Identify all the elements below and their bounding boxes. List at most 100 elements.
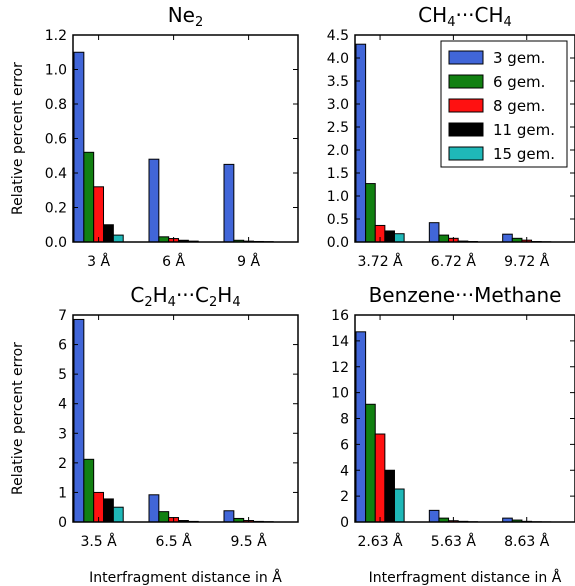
title-part: Benzene···Methane [369,283,562,307]
bar-6gem-1 [365,183,376,243]
bar-6gem-1 [83,151,95,243]
x-axis-label: Interfragment distance in Å [369,569,562,586]
x-tick-label: 9 Å [237,253,260,270]
bar-3gem-1 [355,331,367,523]
y-tick-label: 0.0 [45,235,67,251]
bar-15gem-1 [393,488,405,523]
y-tick-label: 0.6 [45,132,67,148]
y-tick-label: 7 [58,308,67,324]
bar-11gem-1 [384,230,395,243]
bar-6gem-1 [365,403,376,523]
title-part: CH [418,3,447,27]
legend-label: 11 gem. [493,121,555,139]
bar-6gem-1 [83,458,95,523]
legend-swatch [448,122,484,137]
legend-label: 6 gem. [493,73,545,91]
chart-panel-1: 0.0 0.2 0.4 0.6 0.8 1.0 1.2 3 Å 6 Å 9 Å Ne2 Relativ… [10,3,299,270]
x-tick-label: 3.5 Å [80,533,117,550]
x-tick-label: 5.63 Å [431,533,477,550]
y-tick-label: 5 [58,367,67,383]
legend-label: 15 gem. [493,145,555,163]
bar-3gem-2 [428,509,440,523]
chart-panel-4: 0 2 4 6 8 10 12 14 16 2.63 Å 5.63 Å 8.63 Å Benzene··… [331,283,575,586]
bar-15gem-1 [112,506,124,523]
y-tick-label: 2 [58,456,67,472]
legend-swatch [448,98,484,113]
bar-11gem-1 [384,469,395,523]
y-tick-label: 0.2 [45,201,67,217]
y-tick-label: 3.5 [327,74,349,90]
x-tick-label: 8.63 Å [504,533,550,550]
y-tick-label: 4.5 [327,28,349,44]
bar-3gem-1 [73,318,85,523]
x-tick-label: 9.72 Å [504,253,550,270]
y-tick-label: 14 [331,334,349,350]
y-tick-label: 0.0 [327,235,349,251]
y-tick-label: 0.4 [45,166,67,182]
title-subscript: 4 [168,295,176,310]
y-axis-label: Relative percent error [10,342,26,495]
bar-8gem-1 [93,186,105,243]
y-tick-label: 0.8 [45,97,67,113]
y-tick-label: 1.0 [45,63,67,79]
legend-swatch [448,50,484,65]
chart-title: Ne2 [168,3,204,30]
title-part: ···C [176,283,209,307]
bar-6gem-2 [158,236,170,243]
bar-3gem-1 [355,43,367,243]
legend-swatch [448,74,484,89]
bar-3gem-2 [428,222,440,243]
x-tick-label: 2.63 Å [357,533,403,550]
y-tick-label: 6 [58,338,67,354]
x-tick-label: 3.72 Å [357,253,403,270]
bar-3gem-2 [148,158,160,243]
bar-15gem-1 [393,233,405,243]
axes-frame [354,34,575,243]
bar-3gem-3 [223,510,235,523]
title-part: H [153,283,168,307]
y-tick-label: 12 [331,360,349,376]
y-tick-label: 2.5 [327,120,349,136]
y-tick-label: 4.0 [327,51,349,67]
bar-6gem-2 [438,234,450,243]
bar-3gem-1 [73,51,85,243]
y-tick-label: 1.2 [45,28,67,44]
axes-frame [72,34,299,243]
y-tick-label: 6 [340,437,349,453]
y-axis-label: Relative percent error [10,62,26,215]
y-tick-label: 4 [340,463,349,479]
y-tick-label: 8 [340,412,349,428]
chart-panel-2: 0.0 0.5 1.0 1.5 2.0 2.5 3.0 3.5 4.0 4.5 3.72 Å 6.72… [327,3,575,270]
title-subscript: 4 [447,15,455,30]
x-tick-label: 9.5 Å [230,533,267,550]
chart-title: Benzene···Methane [369,283,562,307]
y-tick-label: 3 [58,426,67,442]
y-tick-label: 2 [340,489,349,505]
y-tick-label: 1.5 [327,166,349,182]
title-subscript: 2 [195,15,203,30]
y-tick-label: 0 [340,515,349,531]
legend-label: 8 gem. [493,97,545,115]
y-tick-label: 1.0 [327,189,349,205]
y-tick-label: 4 [58,397,67,413]
x-tick-label: 6 Å [162,253,185,270]
x-tick-label: 6.72 Å [431,253,477,270]
bar-3gem-3 [223,163,235,243]
title-part: ···CH [455,3,503,27]
title-part: H [217,283,232,307]
title-subscript: 4 [232,295,240,310]
title-subscript: 2 [144,295,152,310]
title-part: Ne [168,3,195,27]
x-axis-label: Interfragment distance in Å [89,569,282,586]
legend-swatch [448,146,484,161]
y-tick-label: 0 [58,515,67,531]
bar-15gem-1 [112,234,124,243]
y-tick-label: 10 [331,386,349,402]
bar-3gem-2 [148,494,160,523]
title-part: C [130,283,144,307]
axes-frame [72,314,299,523]
title-subscript: 2 [209,295,217,310]
bar-8gem-1 [374,433,386,523]
